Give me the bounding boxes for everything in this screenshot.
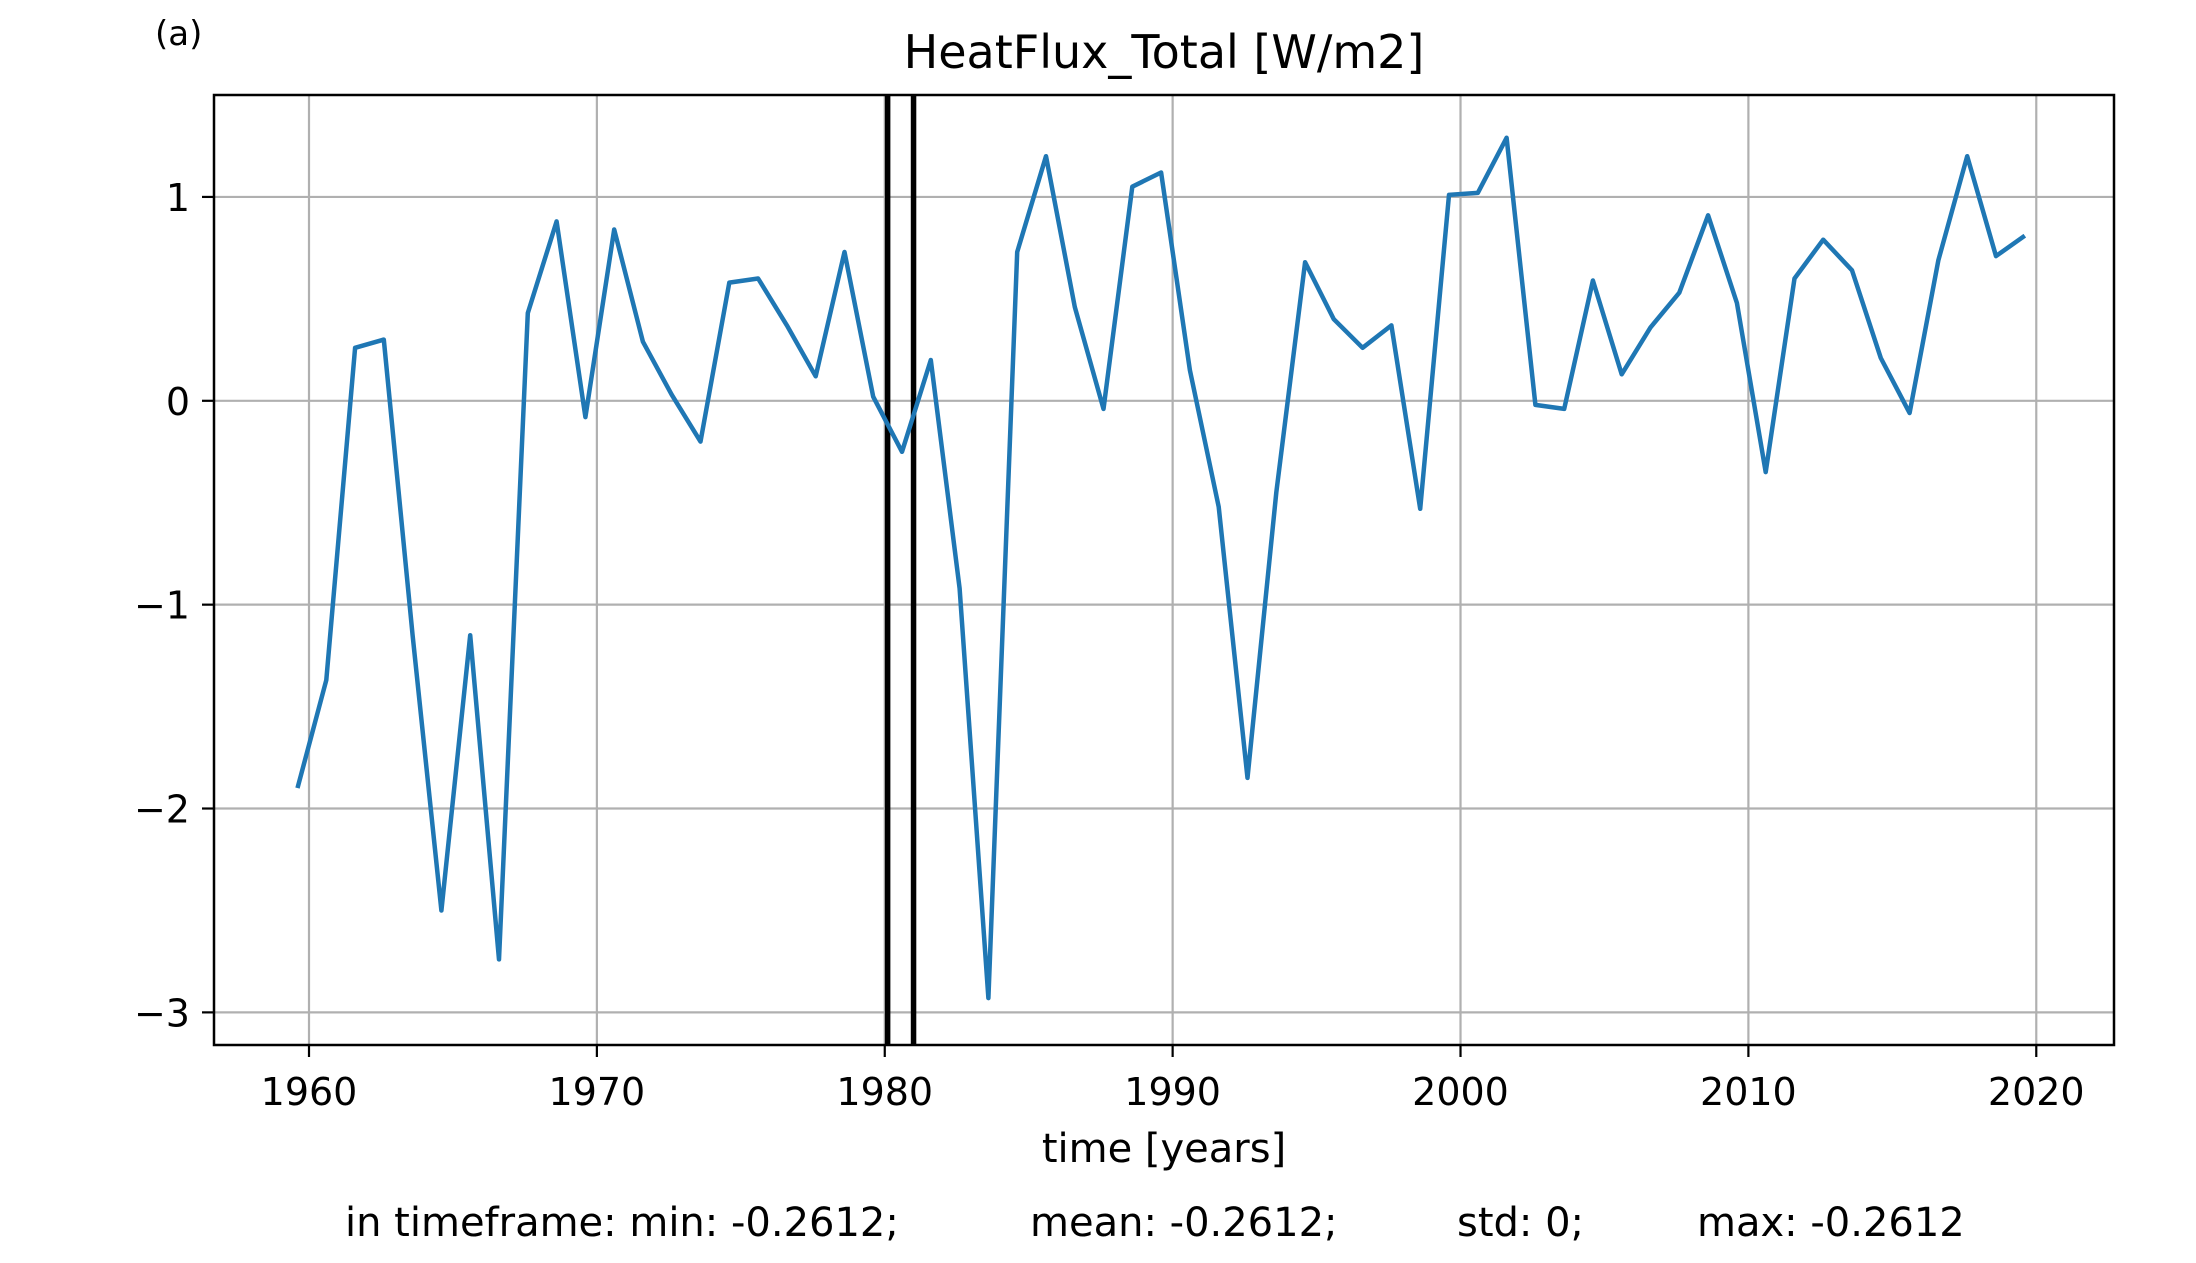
vertical-markers: [884, 95, 917, 1045]
x-tick-label: 1990: [1124, 1070, 1221, 1114]
axis-ticks: 1960 1970 1980 1990 2000 2010 2020 −3 −2 −1 0 1: [134, 176, 2085, 1114]
x-tick-label: 1960: [261, 1070, 358, 1114]
chart-title: HeatFlux_Total [W/m2]: [904, 25, 1425, 79]
series-layer: [295, 135, 2027, 1001]
plot-frame: [212, 93, 2116, 1047]
y-tick-label: −2: [134, 788, 190, 832]
y-tick-label: 1: [166, 176, 190, 220]
stats-mean: mean: -0.2612;: [1030, 1200, 1338, 1246]
y-tick-label: −1: [134, 584, 190, 628]
y-tick-label: −3: [134, 991, 190, 1035]
x-tick-label: 2020: [1988, 1070, 2085, 1114]
stats-min: in timeframe: min: -0.2612;: [345, 1200, 899, 1246]
x-axis-label: time [years]: [1042, 1126, 1286, 1172]
stats-max: max: -0.2612: [1697, 1200, 1965, 1246]
x-tick-label: 2000: [1412, 1070, 1509, 1114]
x-tick-label: 1980: [836, 1070, 933, 1114]
x-tick-label: 1970: [549, 1070, 646, 1114]
stats-std: std: 0;: [1457, 1200, 1585, 1246]
grid: [214, 95, 2114, 1045]
y-tick-label: 0: [166, 380, 190, 424]
panel-label: (a): [155, 14, 203, 54]
series-line: [295, 135, 2027, 1001]
x-tick-label: 2010: [1700, 1070, 1797, 1114]
